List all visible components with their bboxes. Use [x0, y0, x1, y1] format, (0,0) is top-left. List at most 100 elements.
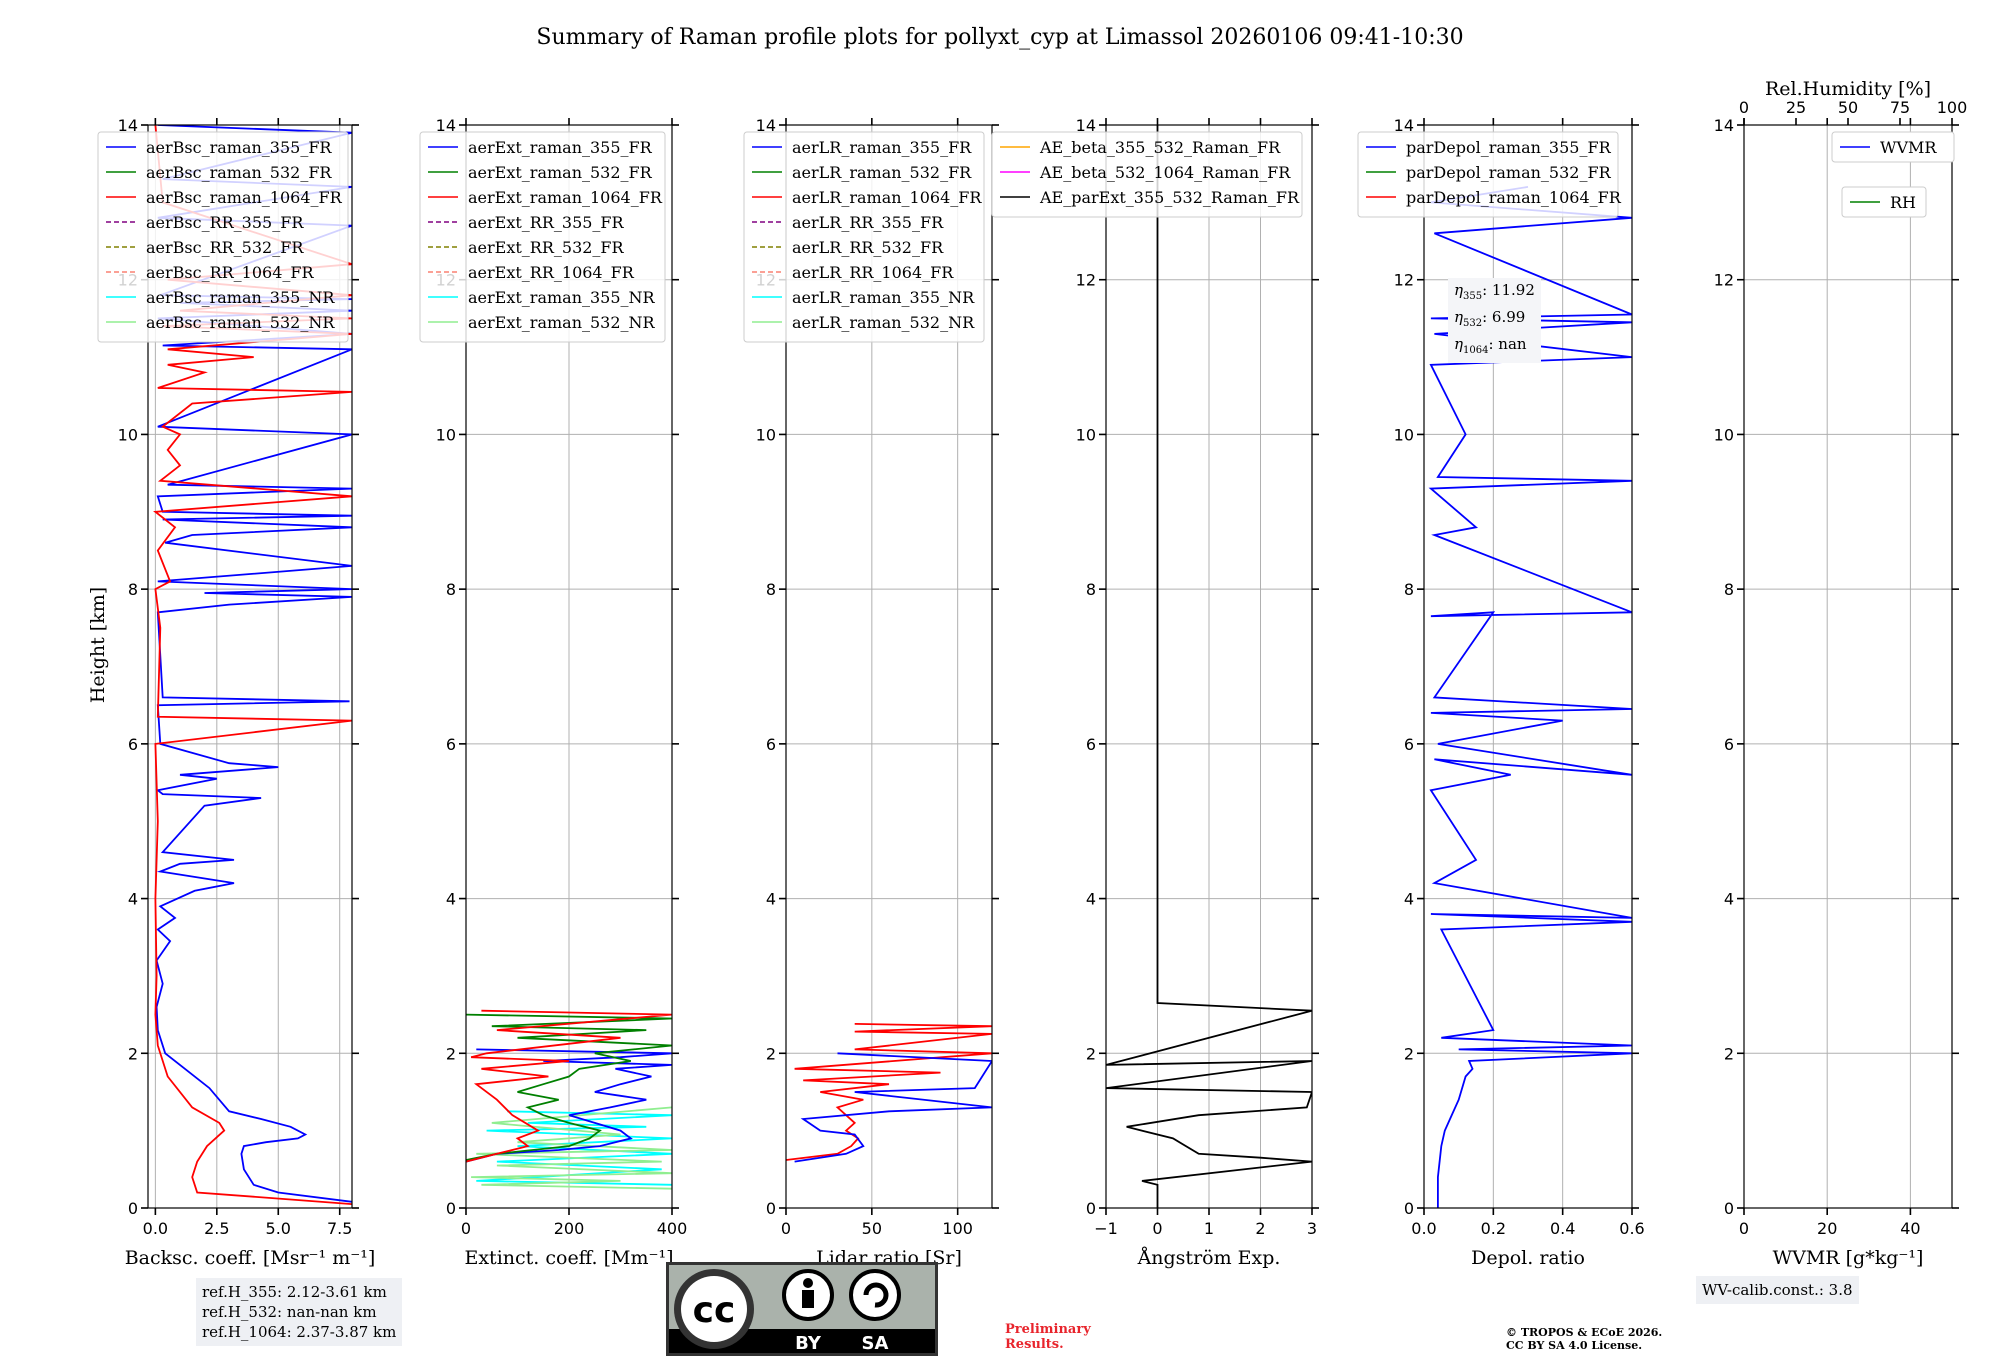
- eta-1064: η1064: nan: [1454, 335, 1527, 356]
- y-tick-label: 12: [1394, 271, 1414, 290]
- legend-label: aerExt_raman_532_NR: [468, 313, 656, 332]
- legend-box: [97, 131, 349, 343]
- ref-height-532: ref.H_532: nan-nan km: [202, 1303, 377, 1321]
- x-tick-label: 2: [1255, 1219, 1265, 1238]
- y-tick-label: 4: [1724, 890, 1734, 909]
- axes-frame: [147, 124, 353, 1209]
- y-tick-label: 6: [446, 735, 456, 754]
- legend-label: aerBsc_raman_532_FR: [146, 163, 332, 182]
- y-tick-label: 4: [128, 890, 138, 909]
- y-tick-label: 10: [1394, 425, 1414, 444]
- y-tick-label: 0: [1086, 1199, 1096, 1218]
- top-x-tick-label: 75: [1890, 98, 1910, 117]
- preliminary-line-1: Preliminary: [1005, 1322, 1091, 1337]
- y-tick-label: 8: [766, 580, 776, 599]
- sa-label: SA: [862, 1333, 889, 1354]
- panel-water_vapor: 0 2 4 6 8 10 12 14 0 20 40 WVMR [g*kg⁻¹] 0 25 50 75 100 R…: [1714, 78, 1968, 1269]
- x-tick-label: 0.0: [1411, 1219, 1436, 1238]
- ref-height-355: ref.H_355: 2.12-3.61 km: [202, 1283, 387, 1301]
- legend-label: RH: [1890, 193, 1916, 212]
- legend-label: aerBsc_RR_355_FR: [146, 213, 304, 232]
- legend-label: aerLR_raman_355_FR: [792, 138, 972, 157]
- series-line-aerExt_raman_532_FR: [466, 1013, 672, 1161]
- x-tick-label: 0.4: [1550, 1219, 1575, 1238]
- legend-label: parDepol_raman_532_FR: [1406, 163, 1612, 182]
- x-tick-label: 0.6: [1619, 1219, 1644, 1238]
- series-line-parDepol_raman_355_FR: [1428, 186, 1632, 1208]
- by-icon-body: [802, 1290, 814, 1308]
- copyright-note: © TROPOS & ECoE 2026. CC BY SA 4.0 Licen…: [1506, 1326, 1662, 1352]
- cc-license-badge: cc BY SA: [666, 1262, 938, 1356]
- series-line-aerLR_raman_355_FR: [794, 1052, 992, 1163]
- y-tick-label: 14: [1714, 116, 1734, 135]
- y-tick-label: 8: [1404, 580, 1414, 599]
- y-tick-label: 0: [128, 1199, 138, 1218]
- preliminary-note: Preliminary Results.: [1005, 1322, 1091, 1352]
- sa-icon: [849, 1269, 901, 1321]
- top-x-tick-label: 100: [1937, 98, 1968, 117]
- y-tick-label: 2: [766, 1044, 776, 1063]
- legend-label: AE_beta_355_532_Raman_FR: [1039, 138, 1281, 157]
- sa-icon-arrow: [863, 1282, 889, 1308]
- y-tick-label: 10: [118, 425, 138, 444]
- y-tick-label: 6: [766, 735, 776, 754]
- legend-label: WVMR: [1880, 138, 1937, 157]
- legend-label: aerBsc_raman_1064_FR: [146, 188, 343, 207]
- eta-355-value: 11.92: [1491, 281, 1535, 299]
- x-tick-label: 2.5: [204, 1219, 229, 1238]
- x-axis-label: WVMR [g*kg⁻¹]: [1773, 1247, 1924, 1269]
- legend-label: aerLR_raman_532_NR: [792, 313, 975, 332]
- legend-box: [1831, 131, 1955, 163]
- axes-frame: [785, 124, 993, 1209]
- by-label: BY: [795, 1333, 822, 1354]
- y-tick-label: 10: [436, 425, 456, 444]
- y-tick-label: 2: [1724, 1044, 1734, 1063]
- cc-circle-inner: [681, 1276, 747, 1342]
- by-icon-head: [803, 1278, 813, 1288]
- y-tick-label: 10: [1714, 425, 1734, 444]
- y-tick-label: 14: [118, 116, 138, 135]
- y-tick-label: 0: [766, 1199, 776, 1218]
- y-tick-label: 8: [446, 580, 456, 599]
- top-x-axis-label: Rel.Humidity [%]: [1765, 78, 1931, 100]
- top-x-tick-label: 0: [1739, 98, 1749, 117]
- legend-label: aerLR_raman_355_NR: [792, 288, 975, 307]
- legend-box: [743, 131, 985, 343]
- eta-box: η355: 11.92 η532: 6.99 η1064: nan: [1448, 278, 1541, 363]
- x-axis-label: Extinct. coeff. [Mm⁻¹]: [464, 1247, 673, 1269]
- y-tick-label: 10: [1076, 425, 1096, 444]
- x-tick-label: 0: [461, 1219, 471, 1238]
- eta-532-value: 6.99: [1491, 308, 1526, 326]
- legend-box: [1357, 131, 1619, 218]
- y-axis-label: Height [km]: [87, 587, 109, 703]
- legend-label: aerBsc_raman_355_NR: [146, 288, 335, 307]
- ref-height-1064: ref.H_1064: 2.37-3.87 km: [202, 1323, 397, 1341]
- legend-label: parDepol_raman_1064_FR: [1406, 188, 1622, 207]
- x-tick-label: 40: [1900, 1219, 1920, 1238]
- eta-532: η532: 6.99: [1454, 308, 1526, 329]
- axes-frame: [1743, 124, 1953, 1209]
- x-tick-label: −1: [1094, 1219, 1118, 1238]
- y-tick-label: 12: [1076, 271, 1096, 290]
- legend-label: aerLR_RR_1064_FR: [792, 263, 954, 282]
- y-tick-label: 6: [128, 735, 138, 754]
- series-line-aerExt_raman_1064_FR: [466, 1009, 672, 1163]
- x-tick-label: 200: [554, 1219, 585, 1238]
- y-tick-label: 4: [446, 890, 456, 909]
- y-tick-label: 14: [1076, 116, 1096, 135]
- y-tick-label: 2: [446, 1044, 456, 1063]
- legend-label: aerLR_raman_532_FR: [792, 163, 972, 182]
- legend-label: aerLR_RR_532_FR: [792, 238, 944, 257]
- x-tick-label: 1: [1204, 1219, 1214, 1238]
- legend-label: aerExt_raman_355_NR: [468, 288, 656, 307]
- reference-heights-box: ref.H_355: 2.12-3.61 km ref.H_532: nan-n…: [196, 1278, 403, 1346]
- x-axis-label: Depol. ratio: [1471, 1247, 1585, 1269]
- legend-label: aerBsc_raman_355_FR: [146, 138, 332, 157]
- y-tick-label: 8: [128, 580, 138, 599]
- series-line-aerLR_raman_1064_FR: [786, 1023, 992, 1161]
- x-tick-label: 50: [862, 1219, 882, 1238]
- y-tick-label: 14: [436, 116, 456, 135]
- x-tick-label: 5.0: [266, 1219, 291, 1238]
